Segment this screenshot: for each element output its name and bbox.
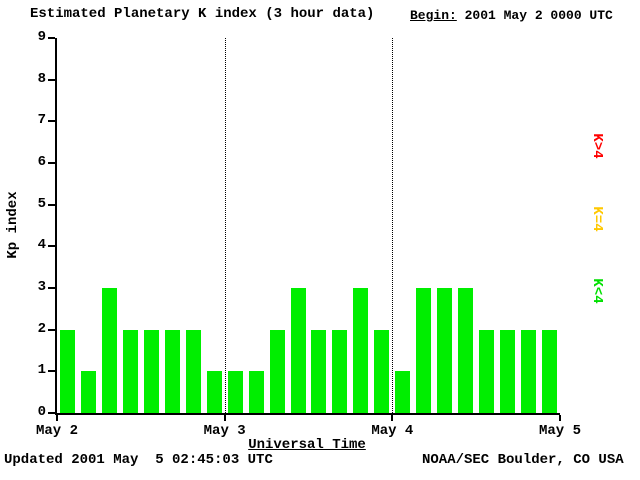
y-tick-label: 8 (37, 70, 46, 87)
day-boundary-gridline (224, 38, 226, 413)
kp-bar (479, 329, 495, 413)
kp-bar (437, 288, 453, 413)
begin-caption: Begin: 2001 May 2 0000 UTC (410, 8, 613, 23)
kp-bar (122, 329, 138, 413)
x-tick-mark (223, 415, 226, 421)
y-tick-label: 2 (37, 320, 46, 337)
kp-bar (458, 288, 474, 413)
kp-bar (206, 371, 222, 413)
x-tick-mark (391, 415, 394, 421)
y-tick-mark (48, 245, 55, 248)
y-tick-label: 6 (37, 154, 46, 170)
y-tick-label: 7 (37, 112, 46, 129)
x-tick-label: May 3 (203, 423, 246, 439)
y-tick-mark (48, 370, 55, 373)
chart-title: Estimated Planetary K index (3 hour data… (30, 6, 375, 22)
y-tick-label: 4 (37, 237, 46, 254)
y-tick-mark (48, 328, 55, 331)
y-tick-mark (48, 287, 55, 289)
begin-label: Begin: (410, 8, 457, 23)
x-tick-label: May 2 (35, 423, 78, 439)
kp-bar (227, 371, 243, 413)
legend-item: K>4 (589, 133, 605, 159)
y-tick-mark (48, 162, 55, 164)
legend-item: K<4 (589, 278, 605, 304)
day-boundary-gridline (392, 38, 394, 413)
kp-bar (500, 329, 516, 413)
y-axis-title: Kp index (5, 191, 21, 259)
kp-bar (353, 288, 369, 413)
kp-bar (164, 329, 180, 413)
kp-bar (311, 329, 327, 413)
source-attribution: NOAA/SEC Boulder, CO USA (422, 452, 624, 468)
y-tick-label: 9 (37, 29, 46, 45)
x-tick-label: May 4 (371, 423, 414, 439)
kp-bar (521, 329, 537, 413)
kp-bar (374, 329, 390, 413)
y-tick-label: 1 (37, 362, 46, 379)
kp-bar (542, 329, 558, 413)
y-tick-mark (48, 120, 55, 123)
y-tick-mark (48, 78, 55, 81)
kp-bar (80, 371, 96, 413)
x-axis-title: Universal Time (248, 437, 366, 453)
y-tick-label: 0 (37, 404, 46, 420)
kp-bar (185, 329, 201, 413)
plot-area (55, 38, 560, 415)
kp-bar (416, 288, 432, 413)
kp-bar (59, 329, 75, 413)
x-tick-label: May 5 (538, 423, 581, 439)
kp-bar (143, 329, 159, 413)
y-tick-mark (48, 37, 55, 39)
kp-bar (290, 288, 306, 413)
kp-bar (101, 288, 117, 413)
legend-item: K=4 (589, 206, 605, 232)
begin-value: 2001 May 2 0000 UTC (456, 8, 613, 23)
y-tick-mark (48, 203, 55, 206)
y-tick-label: 3 (37, 279, 46, 295)
y-tick-label: 5 (37, 195, 46, 212)
y-tick-mark (48, 412, 55, 414)
kp-bar (395, 371, 411, 413)
x-tick-mark (559, 415, 561, 421)
kp-bar (269, 329, 285, 413)
kp-bar (248, 371, 264, 413)
updated-timestamp: Updated 2001 May 5 02:45:03 UTC (4, 452, 273, 468)
x-tick-mark (56, 415, 58, 421)
kp-bar (332, 329, 348, 413)
